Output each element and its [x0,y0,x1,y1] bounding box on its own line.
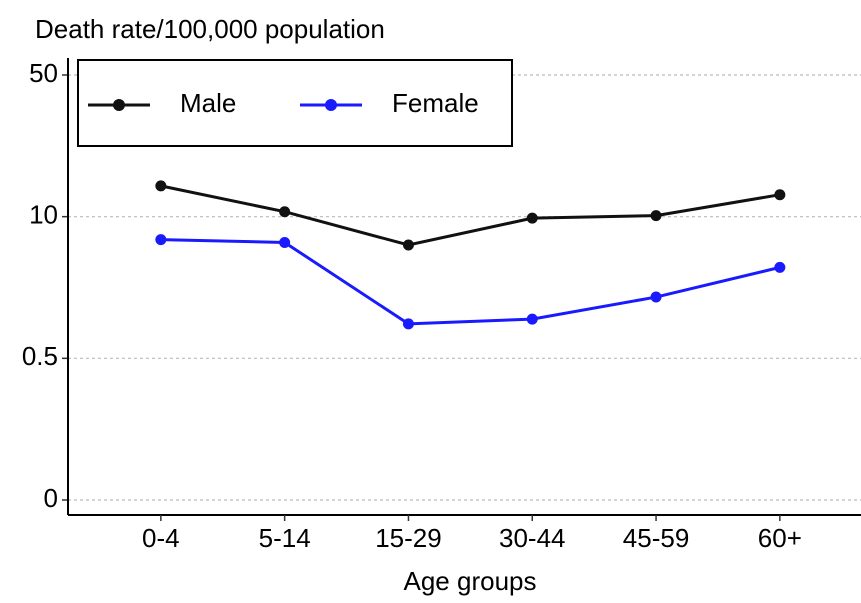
x-tick-label: 15-29 [375,523,442,553]
line [160,238,781,326]
x-tick-label: 60+ [758,523,802,553]
line [160,184,781,247]
legend-label: Female [392,88,479,118]
point [279,236,291,248]
legend-marker [325,99,337,111]
point [650,291,662,303]
point [650,210,662,222]
y-axis-title: Death rate/100,000 population [35,14,385,44]
legend-box [77,59,513,147]
x-tick-label: 45-59 [623,523,690,553]
legend-marker [113,99,125,111]
point [402,318,414,330]
point [526,313,538,325]
point [155,234,167,246]
point [155,180,167,192]
x-tick-label: 0-4 [142,523,180,553]
point [774,189,786,201]
x-tick-label: 5-14 [259,523,311,553]
point [774,261,786,273]
x-axis-title: Age groups [404,566,537,596]
point [279,206,291,218]
point [526,212,538,224]
y-tick-label: 50 [29,58,58,88]
y-tick-label: 0 [44,483,58,513]
legend-label: Male [180,88,236,118]
point [402,239,414,251]
y-tick-label: 10 [29,200,58,230]
x-tick-label: 30-44 [499,523,566,553]
y-tick-label: 0.5 [22,341,58,371]
